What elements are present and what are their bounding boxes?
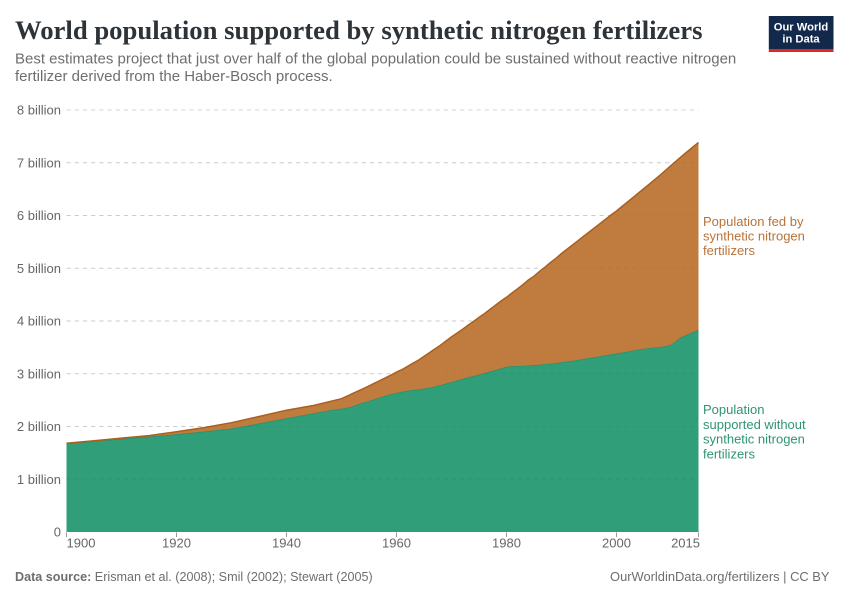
svg-text:2015: 2015 — [671, 536, 700, 551]
svg-text:1 billion: 1 billion — [17, 472, 61, 487]
svg-text:1900: 1900 — [67, 536, 96, 551]
svg-text:1960: 1960 — [382, 536, 411, 551]
svg-text:fertilizers: fertilizers — [703, 243, 756, 258]
svg-text:7 billion: 7 billion — [17, 155, 61, 170]
svg-text:0: 0 — [54, 525, 61, 540]
svg-text:in Data: in Data — [782, 34, 820, 46]
svg-text:Best estimates project that ju: Best estimates project that just over ha… — [15, 51, 736, 68]
svg-text:Population fed by: Population fed by — [703, 214, 804, 229]
svg-text:5 billion: 5 billion — [17, 261, 61, 276]
svg-text:fertilizer derived from the Ha: fertilizer derived from the Haber-Bosch … — [15, 68, 333, 85]
svg-text:1940: 1940 — [272, 536, 301, 551]
svg-text:World population supported by: World population supported by synthetic … — [15, 15, 702, 45]
svg-text:3 billion: 3 billion — [17, 366, 61, 381]
svg-text:Population: Population — [703, 402, 764, 417]
svg-text:synthetic nitrogen: synthetic nitrogen — [703, 229, 805, 244]
svg-text:Our World: Our World — [774, 22, 829, 34]
svg-text:8 billion: 8 billion — [17, 103, 61, 118]
svg-text:OurWorldinData.org/fertilizers: OurWorldinData.org/fertilizers | CC BY — [610, 569, 830, 584]
svg-text:1980: 1980 — [492, 536, 521, 551]
svg-text:2 billion: 2 billion — [17, 419, 61, 434]
svg-text:1920: 1920 — [162, 536, 191, 551]
svg-text:Data source: Erisman et al. (2: Data source: Erisman et al. (2008); Smil… — [15, 570, 373, 584]
svg-text:2000: 2000 — [602, 536, 631, 551]
svg-text:4 billion: 4 billion — [17, 314, 61, 329]
svg-text:supported without: supported without — [703, 417, 806, 432]
svg-text:fertilizers: fertilizers — [703, 446, 756, 461]
svg-text:6 billion: 6 billion — [17, 208, 61, 223]
svg-text:synthetic nitrogen: synthetic nitrogen — [703, 432, 805, 447]
